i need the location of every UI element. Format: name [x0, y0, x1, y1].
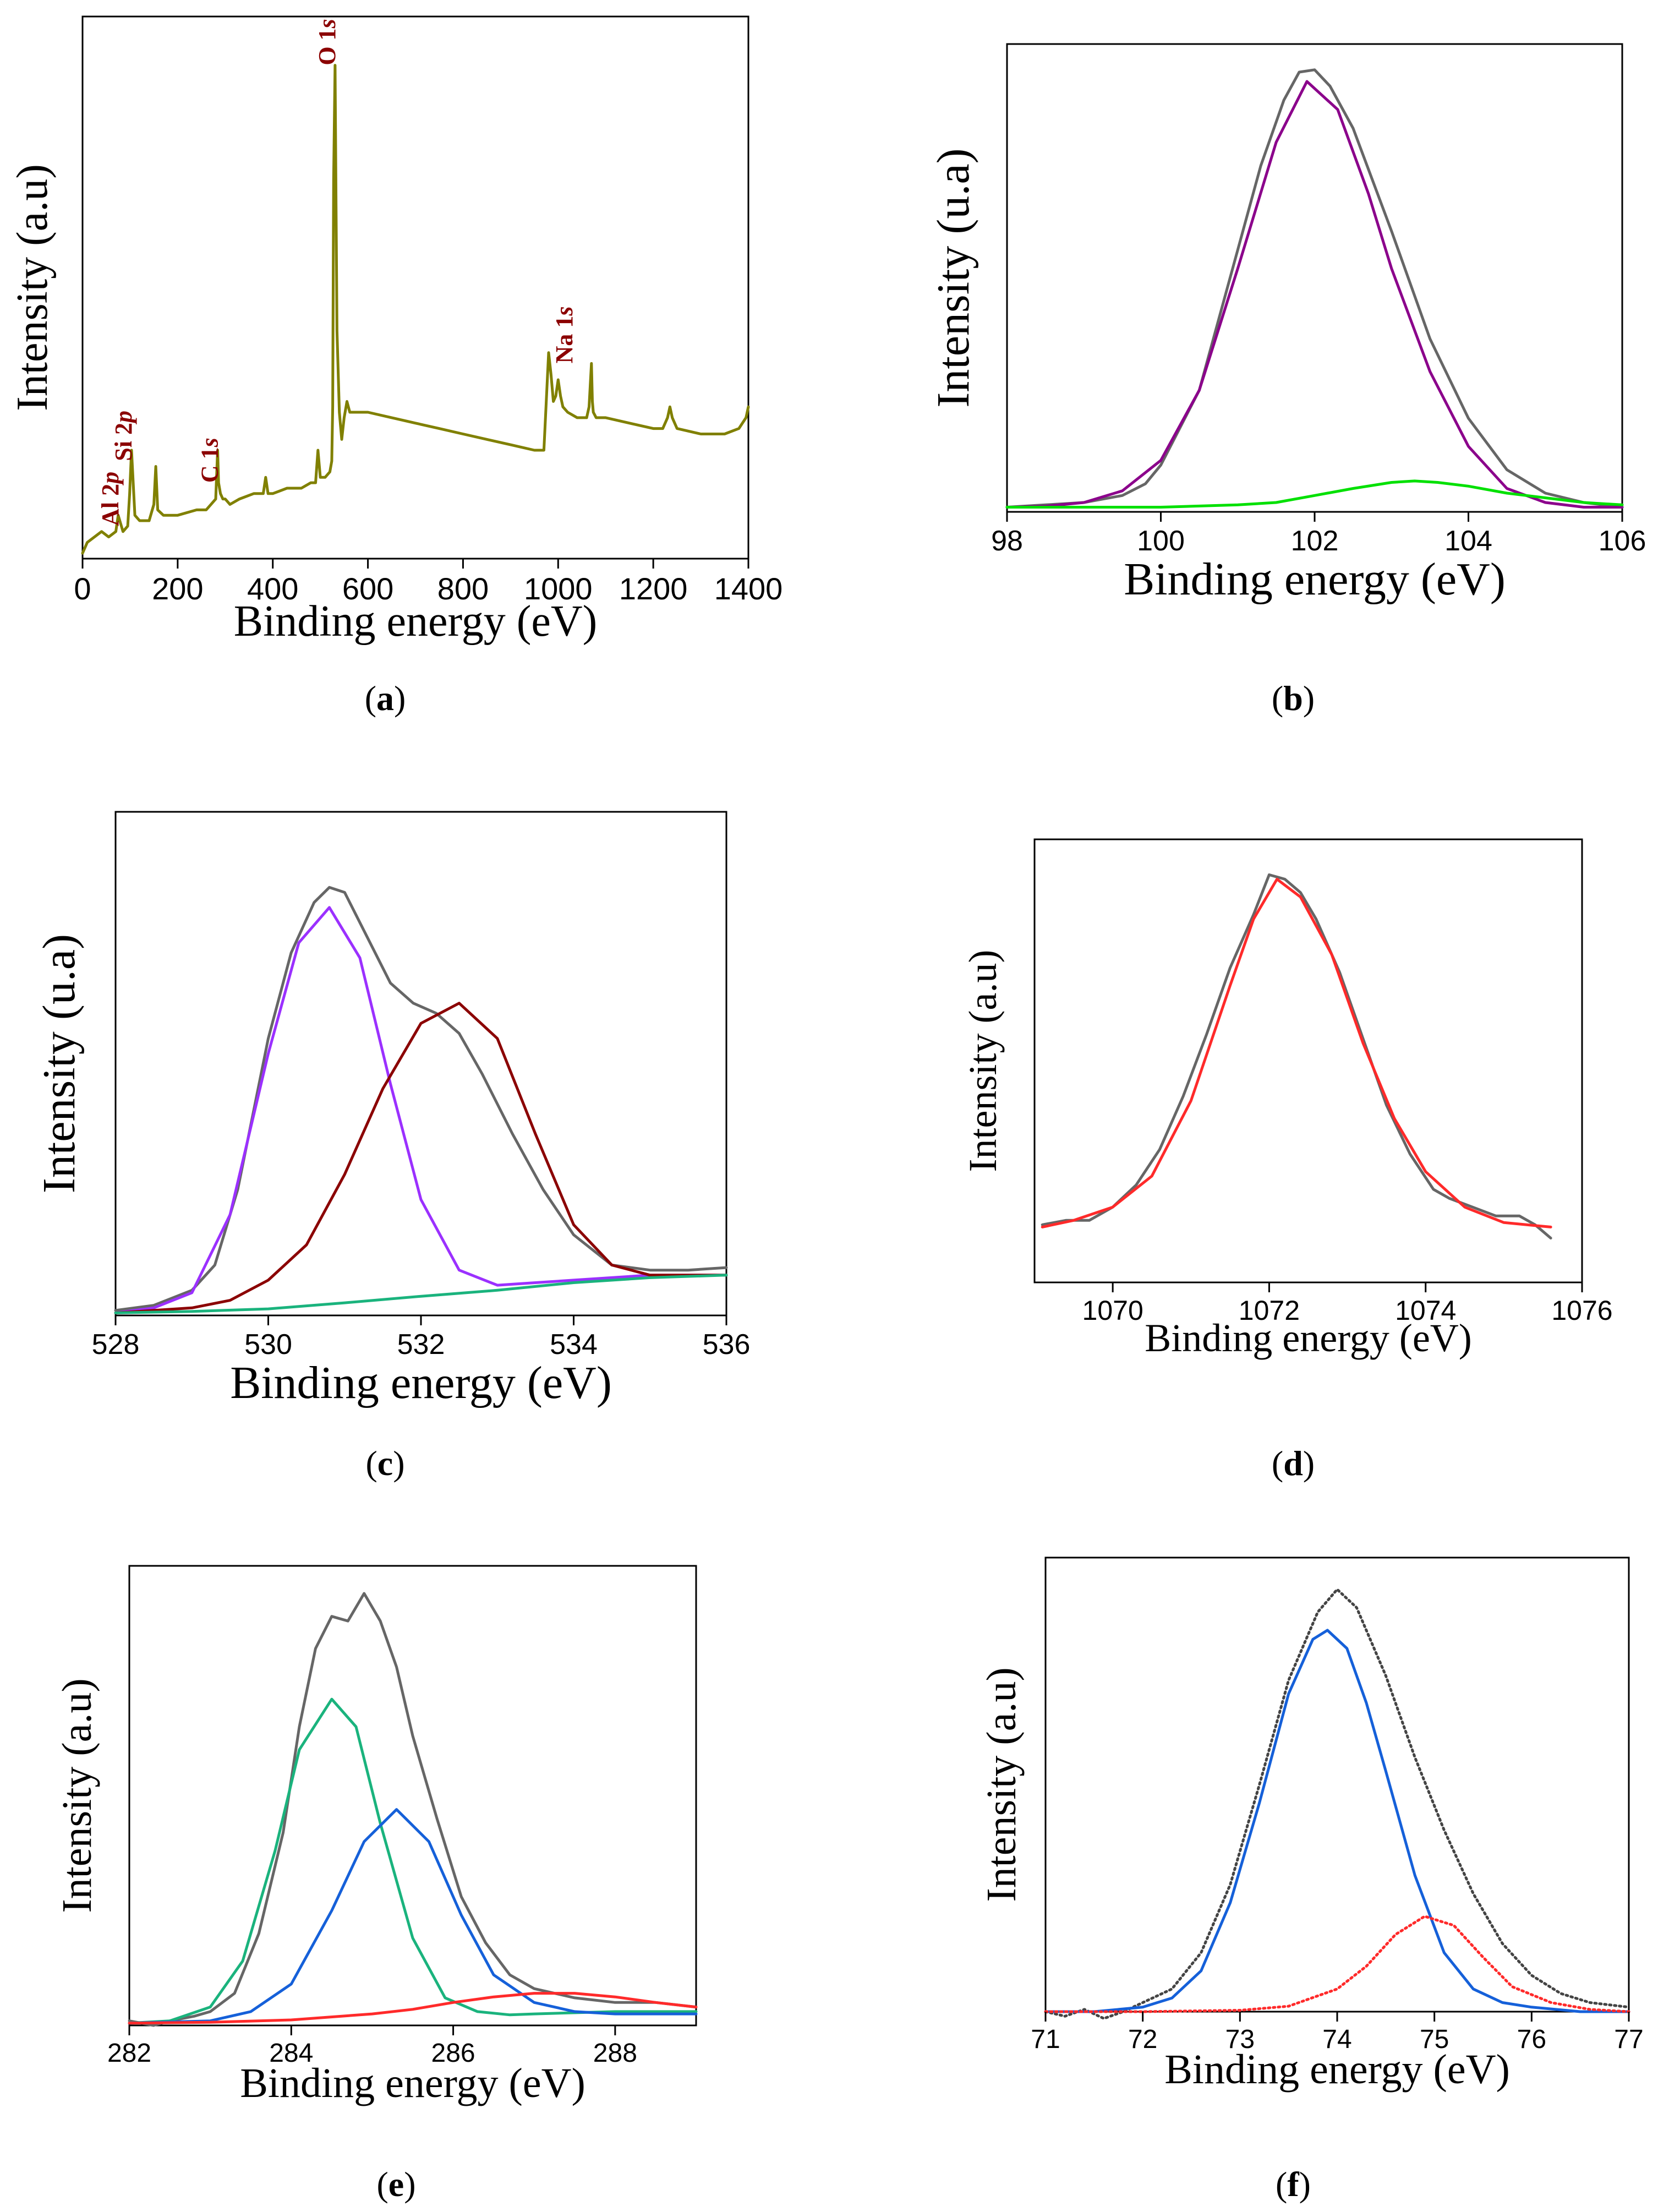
series-line-3 [114, 1002, 728, 1314]
series-line-2 [1044, 1629, 1630, 2013]
x-tick-label: 72 [1128, 2025, 1157, 2054]
x-tick-label: 530 [244, 1329, 292, 1361]
x-tick-label: 71 [1031, 2025, 1060, 2054]
plot-frame [1033, 838, 1583, 1283]
series-line-1 [1005, 68, 1624, 509]
series-line-1 [1041, 873, 1552, 1239]
series-line-4 [128, 1992, 698, 2025]
peak-label: C 1s [196, 438, 223, 483]
x-tick-label: 1070 [1082, 1295, 1143, 1326]
x-axis-label: Binding energy (eV) [230, 1357, 612, 1408]
series-line-2 [128, 1697, 698, 2025]
y-axis-label: Intensity (a.u) [8, 164, 57, 411]
x-tick-label: 106 [1599, 525, 1646, 557]
chart-panel-e: 282 284 286 288 Binding energy (eV) Intensity… [54, 1565, 698, 2204]
panel-caption: (a) [365, 679, 406, 718]
panel-caption: (b) [1272, 679, 1315, 718]
x-tick-label: 1076 [1551, 1295, 1612, 1326]
x-axis-label: Binding energy (eV) [1164, 2046, 1510, 2093]
y-axis-label: Intensity (u.a) [34, 934, 85, 1193]
x-tick-label: 536 [703, 1329, 751, 1361]
series-line-1 [1044, 1588, 1630, 2020]
peak-label: O 1s [314, 19, 341, 65]
chart-panel-c: 528 530 532 534 536 Binding energy (eV) Intens… [34, 811, 751, 1483]
x-tick-label: 800 [437, 571, 489, 606]
panel-caption: (c) [365, 1444, 404, 1483]
plot-frame [81, 15, 749, 560]
x-tick-label: 98 [991, 525, 1023, 557]
x-tick-label: 1400 [714, 571, 783, 606]
x-tick-label: 282 [107, 2039, 151, 2068]
y-axis-label: Intensity (a.u) [54, 1678, 100, 1913]
x-tick-label: 534 [550, 1329, 598, 1361]
x-tick-label: 400 [247, 571, 298, 606]
x-tick-label: 0 [74, 571, 91, 606]
x-tick-label: 102 [1291, 525, 1339, 557]
chart-panel-b: 98 100 102 104 106 Binding energy (eV) Intensi… [928, 43, 1646, 718]
x-tick-label: 100 [1137, 525, 1185, 557]
x-tick-label: 104 [1444, 525, 1492, 557]
y-axis-label: Intensity (u.a) [928, 148, 979, 407]
plot-frame [1044, 1556, 1630, 2013]
panel-caption: (e) [376, 2165, 415, 2204]
plot-frame [114, 811, 727, 1317]
x-tick-label: 74 [1322, 2025, 1351, 2054]
x-tick-label: 75 [1420, 2025, 1449, 2054]
x-tick-label: 200 [152, 571, 203, 606]
plot-frame [128, 1565, 697, 2027]
x-tick-label: 532 [397, 1329, 445, 1361]
x-tick-label: 286 [431, 2039, 475, 2068]
chart-panel-d: 1070 1072 1074 1076 Binding energy (eV) Inten… [961, 838, 1613, 1483]
y-axis-label: Intensity (a.u) [978, 1667, 1025, 1902]
panel-caption: (d) [1272, 1444, 1315, 1483]
y-axis-label: Intensity (a.u) [961, 950, 1005, 1172]
series-line-2 [114, 906, 728, 1314]
plot-frame [1006, 43, 1623, 513]
series-line-3 [128, 1808, 698, 2025]
chart-panel-a: 0 200 400 600 800 1000 1200 1400 Binding energy … [8, 15, 783, 718]
series-line-2 [1041, 877, 1552, 1228]
x-tick-label: 1000 [524, 571, 593, 606]
chart-panel-f: 71 72 73 74 75 76 77 Binding energy (eV) Intensi… [978, 1556, 1644, 2204]
x-tick-label: 288 [593, 2039, 637, 2068]
x-tick-label: 73 [1225, 2025, 1255, 2054]
x-tick-label: 284 [269, 2039, 313, 2068]
peak-label: Na 1s [551, 306, 578, 363]
x-tick-label: 1074 [1395, 1295, 1456, 1326]
series-line-4 [114, 1274, 728, 1314]
x-tick-label: 77 [1614, 2025, 1643, 2054]
series-line-1 [81, 64, 750, 555]
x-tick-label: 76 [1517, 2025, 1546, 2054]
x-tick-label: 600 [342, 571, 393, 606]
series-line-3 [1044, 1915, 1630, 2013]
series-line-3 [1005, 479, 1624, 509]
x-axis-label: Binding energy (eV) [234, 597, 598, 646]
peak-label: Si 2p [110, 411, 137, 461]
series-line-1 [114, 886, 728, 1312]
x-axis-label: Binding energy (eV) [1124, 554, 1506, 605]
x-tick-label: 1072 [1239, 1295, 1300, 1326]
x-axis-label: Binding energy (eV) [240, 2060, 585, 2106]
series-line-1 [128, 1592, 698, 2027]
x-axis-label: Binding energy (eV) [1145, 1316, 1472, 1360]
peak-label: Al 2p [97, 472, 124, 526]
x-tick-label: 1200 [619, 571, 688, 606]
series-line-2 [1005, 80, 1624, 509]
panel-caption: (f) [1276, 2165, 1311, 2204]
x-tick-label: 528 [92, 1329, 140, 1361]
